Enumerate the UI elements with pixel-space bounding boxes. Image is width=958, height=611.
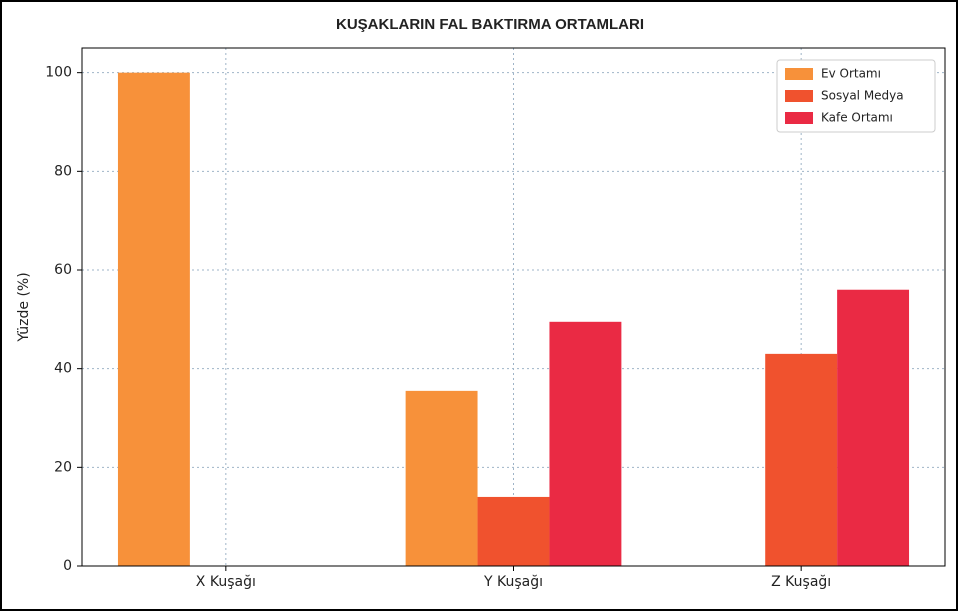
- y-tick-label: 0: [63, 558, 72, 574]
- bar: [765, 353, 838, 566]
- y-tick-label: 20: [54, 459, 72, 475]
- bar: [837, 289, 910, 566]
- x-tick-label: X Kuşağı: [196, 574, 256, 590]
- legend-label: Kafe Ortamı: [821, 111, 893, 125]
- plot-frame: [81, 47, 946, 567]
- y-tick-label: 60: [54, 262, 72, 278]
- bar: [117, 72, 190, 567]
- y-tick-label: 100: [45, 65, 72, 81]
- legend-box: [776, 59, 936, 133]
- y-tick-label: 80: [54, 163, 72, 179]
- y-tick-label: 40: [54, 361, 72, 377]
- legend-swatch: [785, 112, 813, 124]
- bar: [477, 496, 550, 566]
- y-axis-label: Yüzde (%): [16, 272, 32, 342]
- legend-swatch: [785, 90, 813, 102]
- bar: [405, 390, 478, 566]
- chart-title: KUŞAKLARIN FAL BAKTIRMA ORTAMLARI: [336, 16, 644, 33]
- x-tick-label: Y Kuşağı: [483, 574, 543, 590]
- legend-swatch: [785, 68, 813, 80]
- legend-label: Sosyal Medya: [821, 89, 904, 103]
- legend-label: Ev Ortamı: [821, 67, 881, 81]
- x-tick-label: Z Kuşağı: [771, 574, 831, 590]
- bar: [549, 321, 622, 566]
